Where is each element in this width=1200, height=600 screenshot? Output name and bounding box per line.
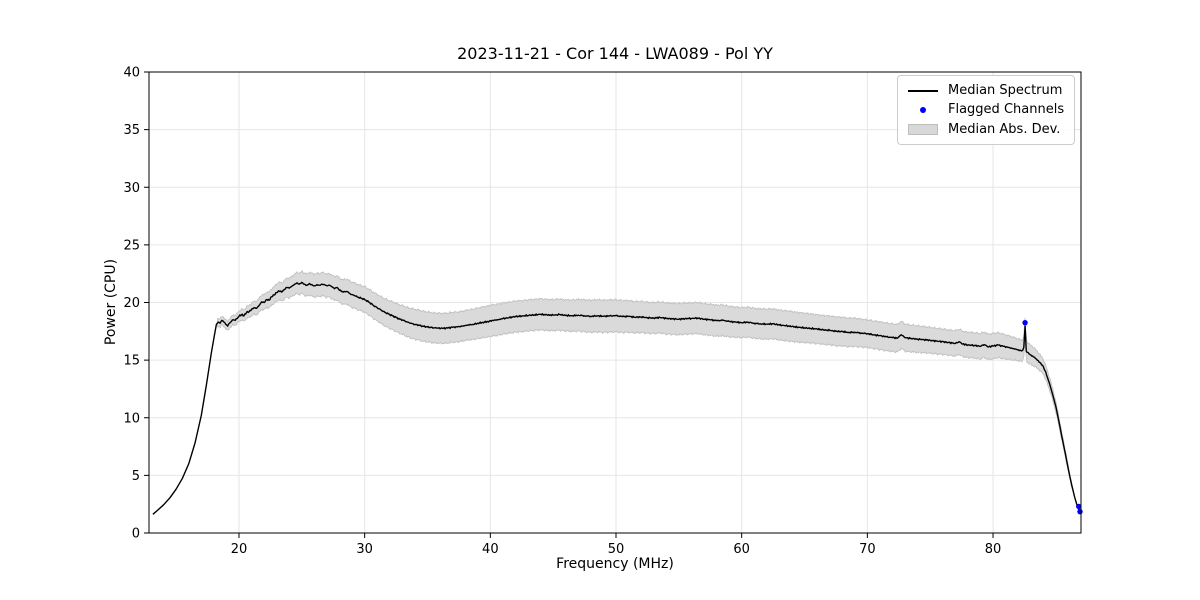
legend-label: Median Abs. Dev. (948, 121, 1061, 137)
x-tick-label: 80 (985, 542, 1002, 557)
legend-item-median-abs-dev: Median Abs. Dev. (906, 122, 1066, 137)
flagged-channel-point (1076, 503, 1082, 510)
legend-label: Flagged Channels (948, 102, 1065, 118)
median-spectrum-line (152, 281, 1081, 515)
y-tick-label: 40 (123, 66, 140, 81)
legend-item-median-spectrum: Median Spectrum (906, 83, 1066, 98)
legend: Median Spectrum Flagged Channels Median … (897, 75, 1075, 145)
y-tick-label: 35 (123, 123, 140, 138)
x-tick-label: 50 (608, 542, 625, 557)
mad-band (217, 269, 1074, 492)
x-tick-label: 40 (482, 542, 499, 557)
legend-label: Median Spectrum (948, 83, 1063, 99)
legend-item-flagged-channels: Flagged Channels (906, 102, 1066, 117)
mad-patch-swatch-icon (906, 123, 940, 135)
y-tick-label: 10 (123, 411, 140, 426)
flagged-channel-point (1022, 319, 1028, 326)
flagged-channel-point (1077, 508, 1083, 515)
y-axis-label: Power (CPU) (103, 258, 119, 346)
median-line-swatch-icon (906, 89, 940, 92)
y-tick-label: 30 (123, 181, 140, 196)
x-tick-label: 60 (733, 542, 750, 557)
y-tick-label: 25 (123, 238, 140, 253)
x-axis-label: Frequency (MHz) (556, 556, 674, 572)
y-tick-label: 5 (132, 469, 140, 484)
y-tick-label: 20 (123, 296, 140, 311)
x-tick-label: 20 (231, 542, 248, 557)
x-tick-label: 30 (356, 542, 373, 557)
y-tick-label: 15 (123, 354, 140, 369)
x-tick-label: 70 (859, 542, 876, 557)
flagged-marker-swatch-icon (906, 106, 940, 113)
y-tick-label: 0 (132, 527, 140, 542)
chart-title: 2023-11-21 - Cor 144 - LWA089 - Pol YY (457, 44, 773, 63)
